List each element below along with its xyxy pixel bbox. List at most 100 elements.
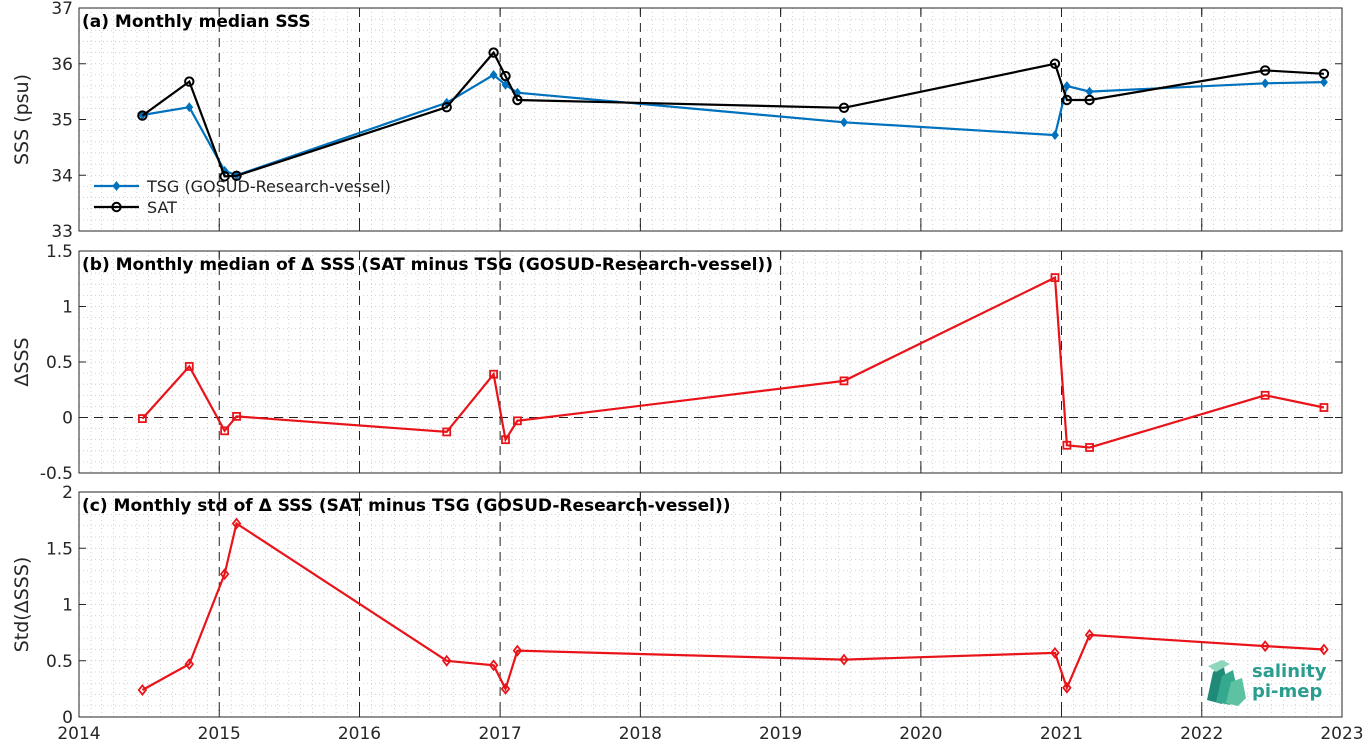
data-point: [219, 171, 230, 182]
data-point: [1319, 643, 1329, 656]
x-tick-label: 2014: [57, 724, 100, 744]
panel-a: 33 34 35 36 37 SSS (psu) (a) Monthly median SS…: [11, 0, 1343, 242]
data-point: [1319, 77, 1328, 88]
data-point: [501, 435, 510, 445]
data-point: [1319, 403, 1329, 412]
data-point: [1050, 646, 1060, 659]
panel-title: (c) Monthly std of Δ SSS (SAT minus TSG …: [82, 496, 730, 516]
data-point: [840, 117, 848, 128]
y-tick-label: 37: [51, 0, 73, 19]
data-point: [1085, 443, 1094, 452]
data-point: [500, 70, 511, 82]
y-tick-label: 0: [62, 708, 73, 728]
series-line: [141, 521, 1324, 692]
series-1: [137, 47, 1330, 182]
data-point: [1260, 640, 1270, 653]
data-point: [441, 102, 452, 113]
axes-box: [78, 250, 1343, 474]
legend-label: SAT: [147, 198, 177, 217]
data-point: [442, 427, 452, 437]
x-tick-label: 2023: [1320, 724, 1363, 744]
y-tick-label: 0.5: [46, 353, 73, 373]
logo-text-salinity: salinity: [1252, 661, 1327, 682]
data-point: [1062, 81, 1071, 91]
x-tick-label: 2021: [1040, 724, 1083, 744]
data-point: [513, 416, 522, 426]
data-point: [839, 376, 849, 386]
year-lines: [218, 492, 1203, 717]
series-line: [141, 50, 1324, 178]
x-tick-label: 2016: [338, 724, 381, 744]
series-0: [137, 273, 1329, 452]
axes-box: [78, 7, 1343, 232]
data-point: [1051, 130, 1059, 141]
minor-grid: [79, 251, 1342, 473]
data-point: [512, 644, 523, 657]
axes-box: [78, 491, 1343, 718]
data-point: [232, 411, 241, 421]
x-tick-label: 2015: [198, 724, 241, 744]
legend-label: TSG (GOSUD-Research-vessel): [146, 177, 391, 196]
data-point: [441, 654, 452, 667]
data-point: [488, 659, 499, 672]
logo-mark-icon: [1207, 660, 1246, 706]
x-tick-label: 2018: [619, 724, 662, 744]
panel-title: (b) Monthly median of Δ SSS (SAT minus T…: [82, 255, 773, 275]
data-point: [1261, 78, 1270, 89]
panel-b: -0.5 0 0.5 1 1.5 ΔSSS (b) Monthly median of Δ …: [11, 242, 1343, 484]
data-point: [1050, 273, 1060, 283]
data-point: [137, 110, 148, 121]
data-point: [1318, 68, 1330, 79]
data-point: [489, 69, 498, 80]
y-tick-label: 1.5: [46, 539, 73, 559]
data-point: [489, 369, 498, 379]
year-lines: [218, 8, 1203, 231]
data-point: [1084, 94, 1095, 106]
data-point: [1062, 681, 1072, 694]
data-point: [1260, 390, 1270, 400]
data-point: [184, 658, 195, 671]
series-0: [138, 69, 1328, 181]
data-point: [231, 517, 242, 530]
panel-title: (a) Monthly median SSS: [82, 12, 311, 32]
data-point: [1049, 58, 1061, 69]
data-point: [1259, 65, 1271, 76]
data-point: [184, 76, 195, 87]
data-point: [1062, 440, 1072, 450]
data-point: [838, 102, 850, 113]
y-axis-label: ΔSSS: [11, 337, 33, 386]
data-point: [219, 568, 230, 581]
data-point: [488, 47, 499, 58]
y-tick-label: 34: [51, 166, 73, 186]
y-axis-label: Std(ΔSSS): [11, 557, 33, 653]
series-line: [141, 275, 1325, 449]
x-tick-label: 2020: [899, 724, 942, 744]
legend-marker: [111, 201, 122, 213]
data-point: [231, 170, 242, 182]
data-point: [500, 682, 511, 695]
data-point: [185, 102, 194, 113]
y-tick-label: 0: [62, 409, 73, 429]
data-point: [137, 414, 147, 424]
data-point: [1061, 94, 1073, 106]
panel-c: 0 0.5 1 1.5 2 2014 2015 2016 2017 2018 2019 2020 202…: [11, 483, 1364, 744]
legend: TSG (GOSUD-Research-vessel) SAT: [94, 177, 391, 217]
series-0: [137, 517, 1329, 696]
logo: salinity pi-mep: [1207, 660, 1327, 706]
data-point: [220, 426, 230, 436]
data-point: [501, 79, 510, 90]
minor-grid: [79, 492, 1342, 717]
y-tick-label: 1: [62, 596, 73, 616]
data-point: [137, 684, 148, 696]
x-tick-label: 2017: [478, 724, 521, 744]
y-axis-label: SSS (psu): [11, 74, 33, 165]
x-tick-label: 2022: [1180, 724, 1223, 744]
legend-marker: [112, 181, 121, 191]
data-point: [184, 362, 194, 371]
y-tick-label: 36: [51, 55, 73, 75]
x-tick-label: 2019: [759, 724, 802, 744]
logo-text-pimep: pi-mep: [1252, 681, 1322, 702]
y-tick-label: 1.5: [46, 242, 73, 262]
data-point: [839, 653, 849, 666]
